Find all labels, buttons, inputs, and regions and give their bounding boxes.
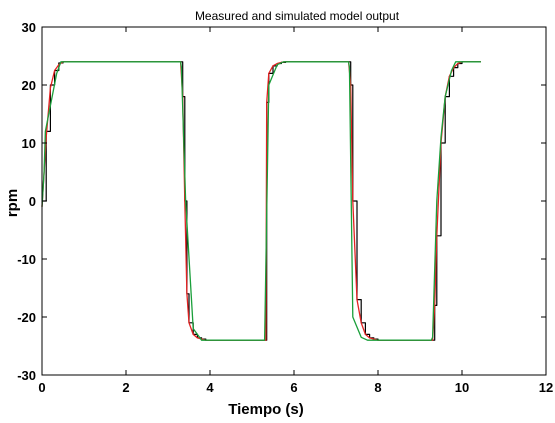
x-tick-label: 0 <box>38 380 45 395</box>
chart-title: Measured and simulated model output <box>195 9 400 23</box>
x-tick-label: 12 <box>539 380 553 395</box>
plot-area: 0 2 4 6 8 10 12 30 20 10 0 -10 -20 -30 <box>17 20 553 395</box>
y-axis-label: rpm <box>4 189 21 217</box>
y-tick-label: 10 <box>22 136 36 151</box>
plot-background <box>42 27 546 375</box>
x-tick-label: 2 <box>122 380 129 395</box>
series-line-simulated-green <box>41 61 481 341</box>
x-tick-label: 4 <box>206 380 214 395</box>
x-axis-label: Tiempo (s) <box>228 401 304 418</box>
x-tick-label: 8 <box>374 380 381 395</box>
y-tick-label: -20 <box>17 310 36 325</box>
x-tick-label: 10 <box>455 380 469 395</box>
y-tick-label: 0 <box>29 194 36 209</box>
y-tick-label: -30 <box>17 368 36 383</box>
y-tick-label: -10 <box>17 252 36 267</box>
y-tick-label: 20 <box>22 78 36 93</box>
y-tick-label: 30 <box>22 20 36 35</box>
x-tick-label: 6 <box>290 380 297 395</box>
